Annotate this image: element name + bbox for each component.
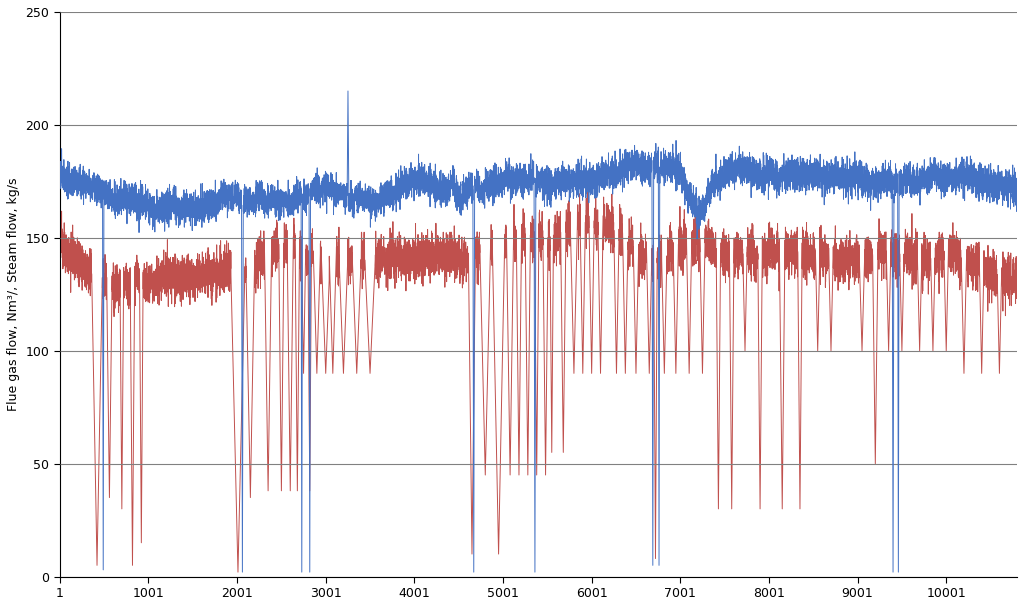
Y-axis label: Flue gas flow, Nm³/, Steam flow, kg/s: Flue gas flow, Nm³/, Steam flow, kg/s: [7, 177, 19, 411]
